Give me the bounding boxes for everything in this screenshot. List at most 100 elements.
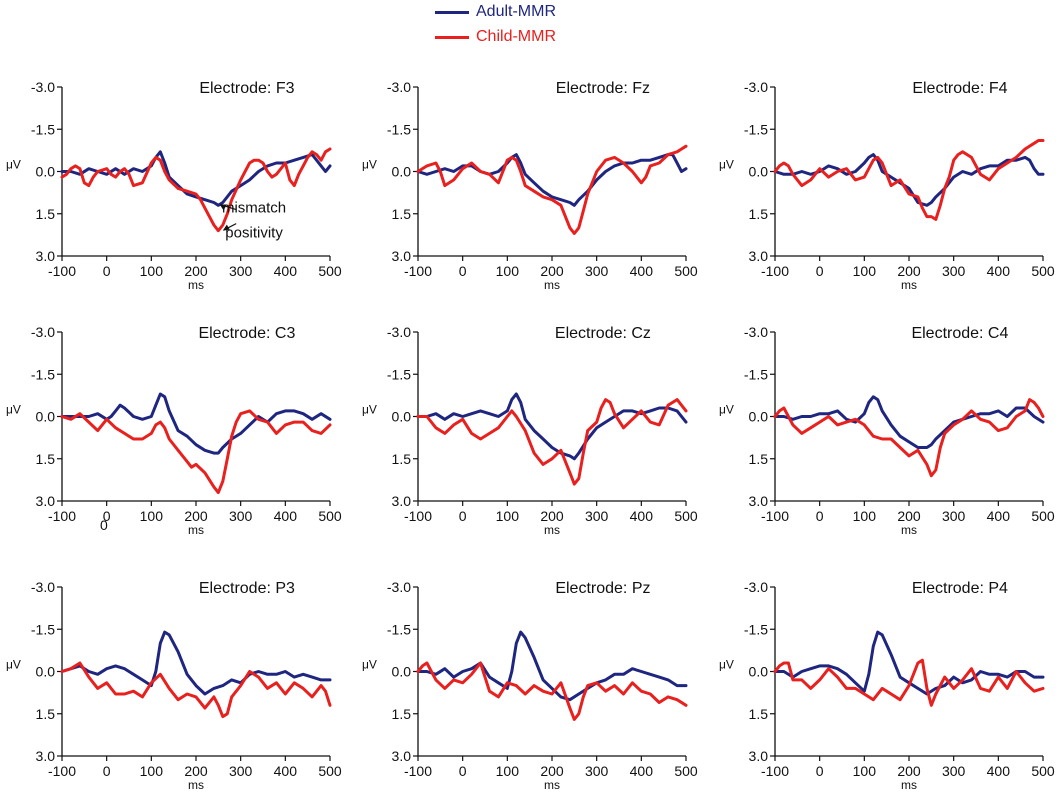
x-tick-label: 400 <box>630 508 654 524</box>
series-adult-mmr-line <box>773 395 1045 449</box>
x-tick-label: 500 <box>318 763 342 779</box>
chart-pz: -3.0 -1.5 0.0 1.5 3.0-100 0 100 200 300 400 500 ms μ… <box>362 579 698 792</box>
x-tick-label: 500 <box>1031 508 1055 524</box>
y-tick-label: 0.0 <box>749 409 769 425</box>
series-child-mmr-line <box>416 144 688 235</box>
y-axis-label: μV <box>6 158 21 172</box>
x-axis-label: ms <box>544 278 560 292</box>
chart-title: Electrode: P3 <box>199 580 295 597</box>
y-tick-label: 0.0 <box>36 664 56 680</box>
x-tick-label: 300 <box>585 263 609 279</box>
y-tick-label: 1.5 <box>749 206 769 222</box>
y-axis-label: μV <box>362 403 377 417</box>
annotation-arrowhead-1 <box>219 204 227 211</box>
y-tick-label: 3.0 <box>36 493 56 509</box>
y-tick-label: -1.5 <box>387 621 411 637</box>
x-axis-label: ms <box>188 523 204 537</box>
chart-c4: -3.0 -1.5 0.0 1.5 3.0-100 0 100 200 300 400 500 ms μ… <box>719 324 1055 537</box>
y-axis-label: μV <box>362 158 377 172</box>
y-axis-label: μV <box>6 658 21 672</box>
y-tick-label: -1.5 <box>31 621 55 637</box>
x-tick-label: 200 <box>184 263 208 279</box>
y-tick-label: 1.5 <box>749 451 769 467</box>
y-tick-label: -3.0 <box>387 79 411 95</box>
y-tick-label: 0.0 <box>36 409 56 425</box>
x-tick-label: 500 <box>674 508 698 524</box>
chart-title: Electrode: Pz <box>555 580 650 597</box>
x-tick-label: -100 <box>404 763 432 779</box>
y-tick-label: 0.0 <box>392 164 412 180</box>
y-axis-label: μV <box>362 658 377 672</box>
y-tick-label: 3.0 <box>392 493 412 509</box>
x-tick-label: 100 <box>853 508 877 524</box>
x-tick-label: -100 <box>48 508 76 524</box>
x-tick-label: 500 <box>318 263 342 279</box>
x-tick-label: 500 <box>674 263 698 279</box>
series-child-mmr-line <box>60 147 332 233</box>
x-tick-label: -100 <box>761 508 789 524</box>
x-tick-label: 500 <box>318 508 342 524</box>
x-tick-label: 200 <box>540 508 564 524</box>
x-tick-label: 200 <box>540 763 564 779</box>
chart-title: Electrode: F3 <box>199 80 294 97</box>
y-tick-label: 1.5 <box>749 706 769 722</box>
stray-axis-label: 0 <box>100 517 108 533</box>
legend-item-child: Child-MMR <box>435 27 556 47</box>
y-axis-label: μV <box>719 403 734 417</box>
y-tick-label: -3.0 <box>387 324 411 340</box>
annotation-line-2: positivity <box>225 225 283 242</box>
x-tick-label: 100 <box>496 763 520 779</box>
series-adult-mmr-line <box>416 392 688 461</box>
y-tick-label: 3.0 <box>392 748 412 764</box>
x-tick-label: 500 <box>1031 763 1055 779</box>
x-axis-label: ms <box>901 778 917 792</box>
x-tick-label: 400 <box>274 263 298 279</box>
y-tick-label: -3.0 <box>31 324 55 340</box>
series-adult-mmr-line <box>60 392 332 455</box>
x-tick-label: 400 <box>630 263 654 279</box>
x-axis-label: ms <box>188 778 204 792</box>
x-axis-label: ms <box>901 278 917 292</box>
x-tick-label: 0 <box>103 508 111 524</box>
y-tick-label: -1.5 <box>744 621 768 637</box>
legend-label-child: Child-MMR <box>476 28 556 45</box>
series-adult-mmr-line <box>416 153 688 207</box>
x-tick-label: 300 <box>229 263 253 279</box>
y-tick-label: -1.5 <box>387 366 411 382</box>
x-tick-label: 400 <box>987 763 1011 779</box>
legend-item-adult: Adult-MMR <box>435 2 556 22</box>
chart-title: Electrode: Fz <box>556 80 650 97</box>
x-tick-label: 100 <box>496 508 520 524</box>
y-tick-label: -3.0 <box>31 79 55 95</box>
series-adult-mmr-line <box>773 630 1045 696</box>
x-tick-label: 400 <box>274 763 298 779</box>
y-tick-label: -3.0 <box>31 579 55 595</box>
x-tick-label: 0 <box>103 763 111 779</box>
y-tick-label: 0.0 <box>392 664 412 680</box>
x-axis-label: ms <box>188 278 204 292</box>
annotation-line-1: mismatch <box>222 199 286 216</box>
x-tick-label: 300 <box>942 508 966 524</box>
x-tick-label: 0 <box>459 508 467 524</box>
series-child-mmr-line <box>773 658 1045 707</box>
x-tick-label: 200 <box>184 763 208 779</box>
x-tick-label: 400 <box>987 508 1011 524</box>
y-tick-label: -1.5 <box>744 366 768 382</box>
chart-title: Electrode: F4 <box>912 80 1007 97</box>
y-tick-label: 1.5 <box>392 706 412 722</box>
y-tick-label: 0.0 <box>749 164 769 180</box>
y-tick-label: -3.0 <box>744 79 768 95</box>
chart-f4: -3.0 -1.5 0.0 1.5 3.0-100 0 100 200 300 400 500 ms μ… <box>719 79 1055 292</box>
x-tick-label: 100 <box>496 263 520 279</box>
x-tick-label: 0 <box>816 263 824 279</box>
x-tick-label: 200 <box>540 263 564 279</box>
y-tick-label: 1.5 <box>36 706 56 722</box>
x-tick-label: 500 <box>674 763 698 779</box>
y-tick-label: 3.0 <box>749 748 769 764</box>
chart-title: Electrode: C4 <box>911 325 1008 342</box>
chart-f3: -3.0 -1.5 0.0 1.5 3.0-100 0 100 200 300 400 500 ms μ… <box>6 79 342 292</box>
legend-swatch-adult <box>435 10 469 14</box>
series-adult-mmr-line <box>773 153 1045 207</box>
x-tick-label: 100 <box>140 263 164 279</box>
